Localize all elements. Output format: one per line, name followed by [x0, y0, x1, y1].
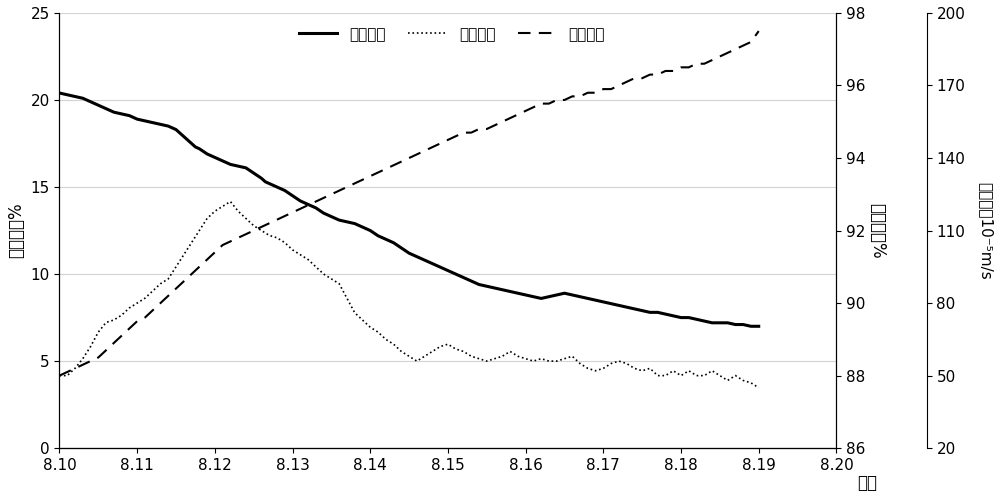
Y-axis label: 相对湿度%: 相对湿度%	[868, 203, 886, 258]
气流速度	[217, 203, 229, 209]
相对湿度	[217, 242, 229, 248]
Line: 氧气浓度: 氧气浓度	[59, 93, 759, 326]
气流速度	[240, 215, 252, 221]
气流速度	[224, 198, 236, 204]
氧气浓度	[753, 323, 765, 329]
氧气浓度	[535, 296, 547, 302]
气流速度	[139, 295, 151, 301]
氧气浓度	[566, 292, 578, 298]
气流速度	[745, 380, 757, 386]
氧气浓度	[745, 323, 757, 329]
Line: 气流速度: 气流速度	[59, 201, 759, 388]
Legend: 氧气浓度, 气流速度, 相对湿度: 氧气浓度, 气流速度, 相对湿度	[292, 20, 611, 48]
气流速度	[652, 372, 664, 378]
气流速度	[737, 377, 749, 383]
相对湿度	[644, 71, 656, 77]
氧气浓度	[558, 290, 570, 296]
相对湿度	[53, 372, 65, 378]
相对湿度	[753, 28, 765, 34]
氧气浓度	[53, 90, 65, 96]
X-axis label: 日期: 日期	[857, 474, 877, 492]
Y-axis label: 气流速度10⁻⁵m/s: 气流速度10⁻⁵m/s	[978, 182, 993, 279]
氧气浓度	[520, 292, 532, 298]
气流速度	[53, 372, 65, 378]
氧气浓度	[81, 97, 93, 103]
气流速度	[753, 385, 765, 391]
相对湿度	[737, 43, 749, 49]
Line: 相对湿度: 相对湿度	[59, 31, 759, 375]
氧气浓度	[170, 126, 182, 132]
相对湿度	[139, 314, 151, 320]
相对湿度	[232, 235, 244, 241]
Y-axis label: 氧气浓度%: 氧气浓度%	[7, 203, 25, 258]
相对湿度	[729, 46, 741, 52]
